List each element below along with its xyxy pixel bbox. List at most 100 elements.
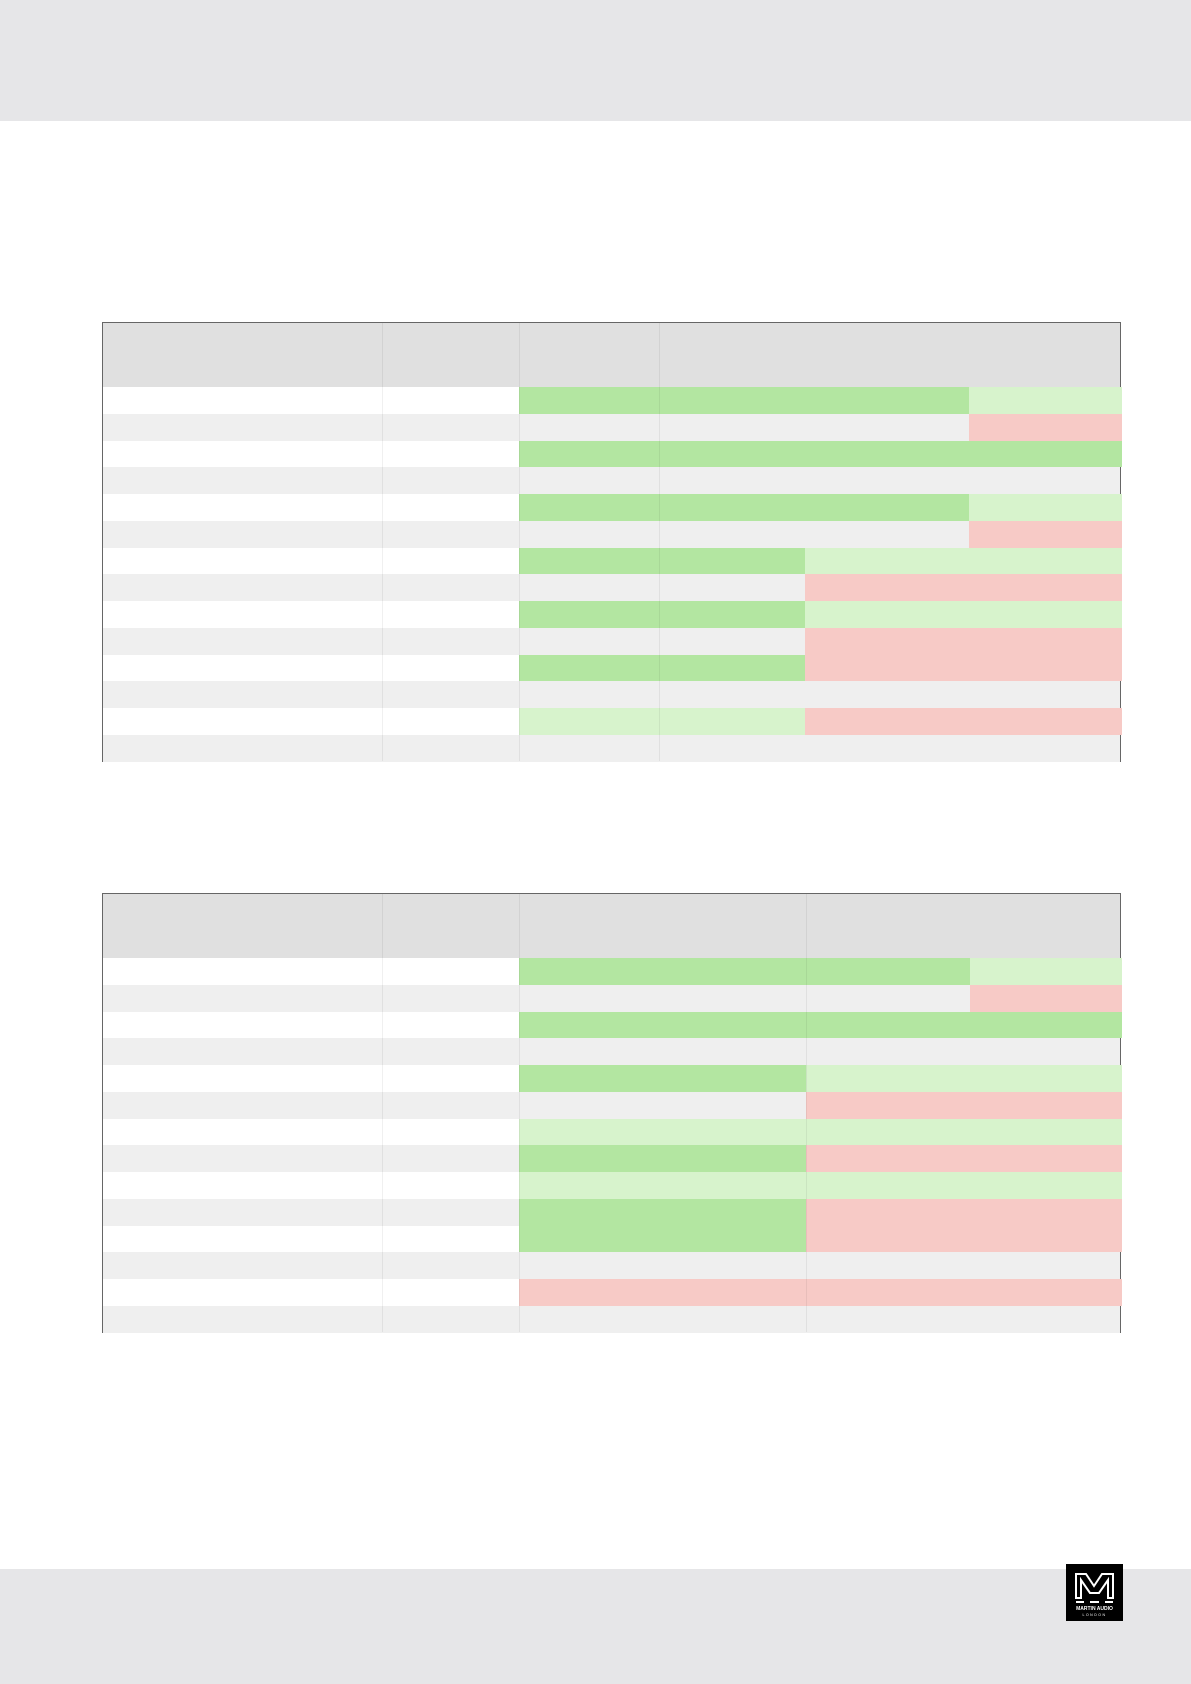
- status-cell-r: [806, 1145, 970, 1172]
- martin-audio-logo: MARTIN AUDIO LONDON: [1066, 1564, 1123, 1621]
- column-divider: [382, 894, 383, 1332]
- table-row: [103, 1198, 1122, 1226]
- status-cell-lg: [519, 1172, 806, 1199]
- status-cell-lg: [659, 708, 805, 735]
- table-row: [103, 708, 1122, 735]
- column-divider: [519, 894, 520, 1332]
- status-cell-g: [970, 1011, 1122, 1039]
- status-cell-lg: [970, 1172, 1122, 1199]
- column-divider: [659, 323, 660, 761]
- status-cell-r: [970, 984, 1122, 1012]
- table-row: [103, 1038, 1120, 1065]
- status-cell-g: [659, 654, 805, 682]
- status-cell-lg: [970, 1118, 1122, 1146]
- status-cell-g: [659, 494, 805, 521]
- table-row: [103, 494, 1122, 521]
- status-cell-lg: [806, 1118, 970, 1146]
- status-cell-g: [659, 387, 805, 414]
- status-cell-g: [519, 1225, 806, 1253]
- table-row: [103, 654, 1122, 682]
- status-cell-g: [519, 1145, 806, 1172]
- table-row: [103, 440, 1122, 468]
- table-row: [103, 1279, 1122, 1306]
- status-cell-lg: [970, 958, 1122, 985]
- table-row: [103, 547, 1122, 575]
- status-cell-g: [519, 1198, 806, 1226]
- status-cell-g: [659, 601, 805, 628]
- table-row: [103, 1172, 1122, 1199]
- table-row: [103, 1145, 1122, 1172]
- table-row: [103, 1065, 1122, 1092]
- status-cell-r: [805, 654, 969, 682]
- table-row: [103, 413, 1122, 441]
- status-cell-lg: [969, 601, 1122, 628]
- status-cell-g: [519, 440, 659, 468]
- table-row: [103, 1118, 1122, 1146]
- status-cell-g: [806, 958, 970, 985]
- status-cell-lg: [969, 494, 1122, 521]
- status-cell-g: [519, 654, 659, 682]
- table-row: [103, 387, 1122, 414]
- column-divider: [382, 323, 383, 761]
- status-cell-g: [805, 387, 969, 414]
- svg-text:LONDON: LONDON: [1083, 1613, 1107, 1617]
- status-cell-r: [519, 1279, 806, 1306]
- comparison-table-2: [102, 893, 1122, 1333]
- status-cell-g: [659, 440, 805, 468]
- status-cell-g: [519, 1065, 806, 1092]
- status-cell-r: [970, 1145, 1122, 1172]
- status-cell-lg: [805, 601, 969, 628]
- status-cell-r: [969, 413, 1122, 441]
- status-cell-lg: [805, 547, 969, 575]
- status-cell-g: [519, 958, 806, 985]
- status-cell-r: [970, 1091, 1122, 1119]
- status-cell-g: [659, 547, 805, 575]
- status-cell-g: [969, 440, 1122, 468]
- status-cell-lg: [806, 1065, 970, 1092]
- header-band: [0, 0, 1191, 121]
- logo-m-icon: MARTIN AUDIO LONDON: [1075, 1573, 1114, 1617]
- column-divider: [806, 894, 807, 1332]
- status-cell-g: [519, 494, 659, 521]
- table-row: [103, 574, 1122, 601]
- status-cell-lg: [519, 1118, 806, 1146]
- status-cell-g: [519, 601, 659, 628]
- status-cell-g: [519, 547, 659, 575]
- status-cell-r: [805, 574, 969, 601]
- table-row: [103, 627, 1122, 655]
- status-cell-lg: [970, 1065, 1122, 1092]
- table-row: [103, 1252, 1120, 1279]
- status-cell-g: [805, 494, 969, 521]
- status-cell-r: [970, 1225, 1122, 1253]
- status-cell-lg: [969, 387, 1122, 414]
- status-cell-r: [969, 627, 1122, 655]
- table-row: [103, 1011, 1122, 1039]
- status-cell-r: [806, 1091, 970, 1119]
- table-row: [103, 1305, 1120, 1333]
- status-cell-g: [805, 440, 969, 468]
- status-cell-r: [970, 1198, 1122, 1226]
- column-divider: [519, 323, 520, 761]
- status-cell-r: [969, 520, 1122, 548]
- status-cell-r: [806, 1279, 970, 1306]
- status-cell-lg: [969, 547, 1122, 575]
- table-row: [103, 984, 1122, 1012]
- status-cell-lg: [806, 1172, 970, 1199]
- table-row: [103, 467, 1120, 494]
- table-row: [103, 681, 1120, 708]
- table-header: [103, 323, 1120, 387]
- status-cell-r: [806, 1198, 970, 1226]
- table-row: [103, 1225, 1122, 1253]
- table-row: [103, 601, 1122, 628]
- footer-band: [0, 1569, 1191, 1684]
- status-cell-lg: [519, 708, 659, 735]
- status-cell-r: [970, 1279, 1122, 1306]
- status-cell-g: [519, 1011, 806, 1039]
- status-cell-r: [805, 627, 969, 655]
- table-row: [103, 958, 1122, 985]
- status-cell-r: [969, 574, 1122, 601]
- svg-text:MARTIN AUDIO: MARTIN AUDIO: [1076, 1606, 1113, 1612]
- status-cell-r: [805, 708, 969, 735]
- status-cell-r: [969, 654, 1122, 682]
- comparison-table-1: [102, 322, 1122, 762]
